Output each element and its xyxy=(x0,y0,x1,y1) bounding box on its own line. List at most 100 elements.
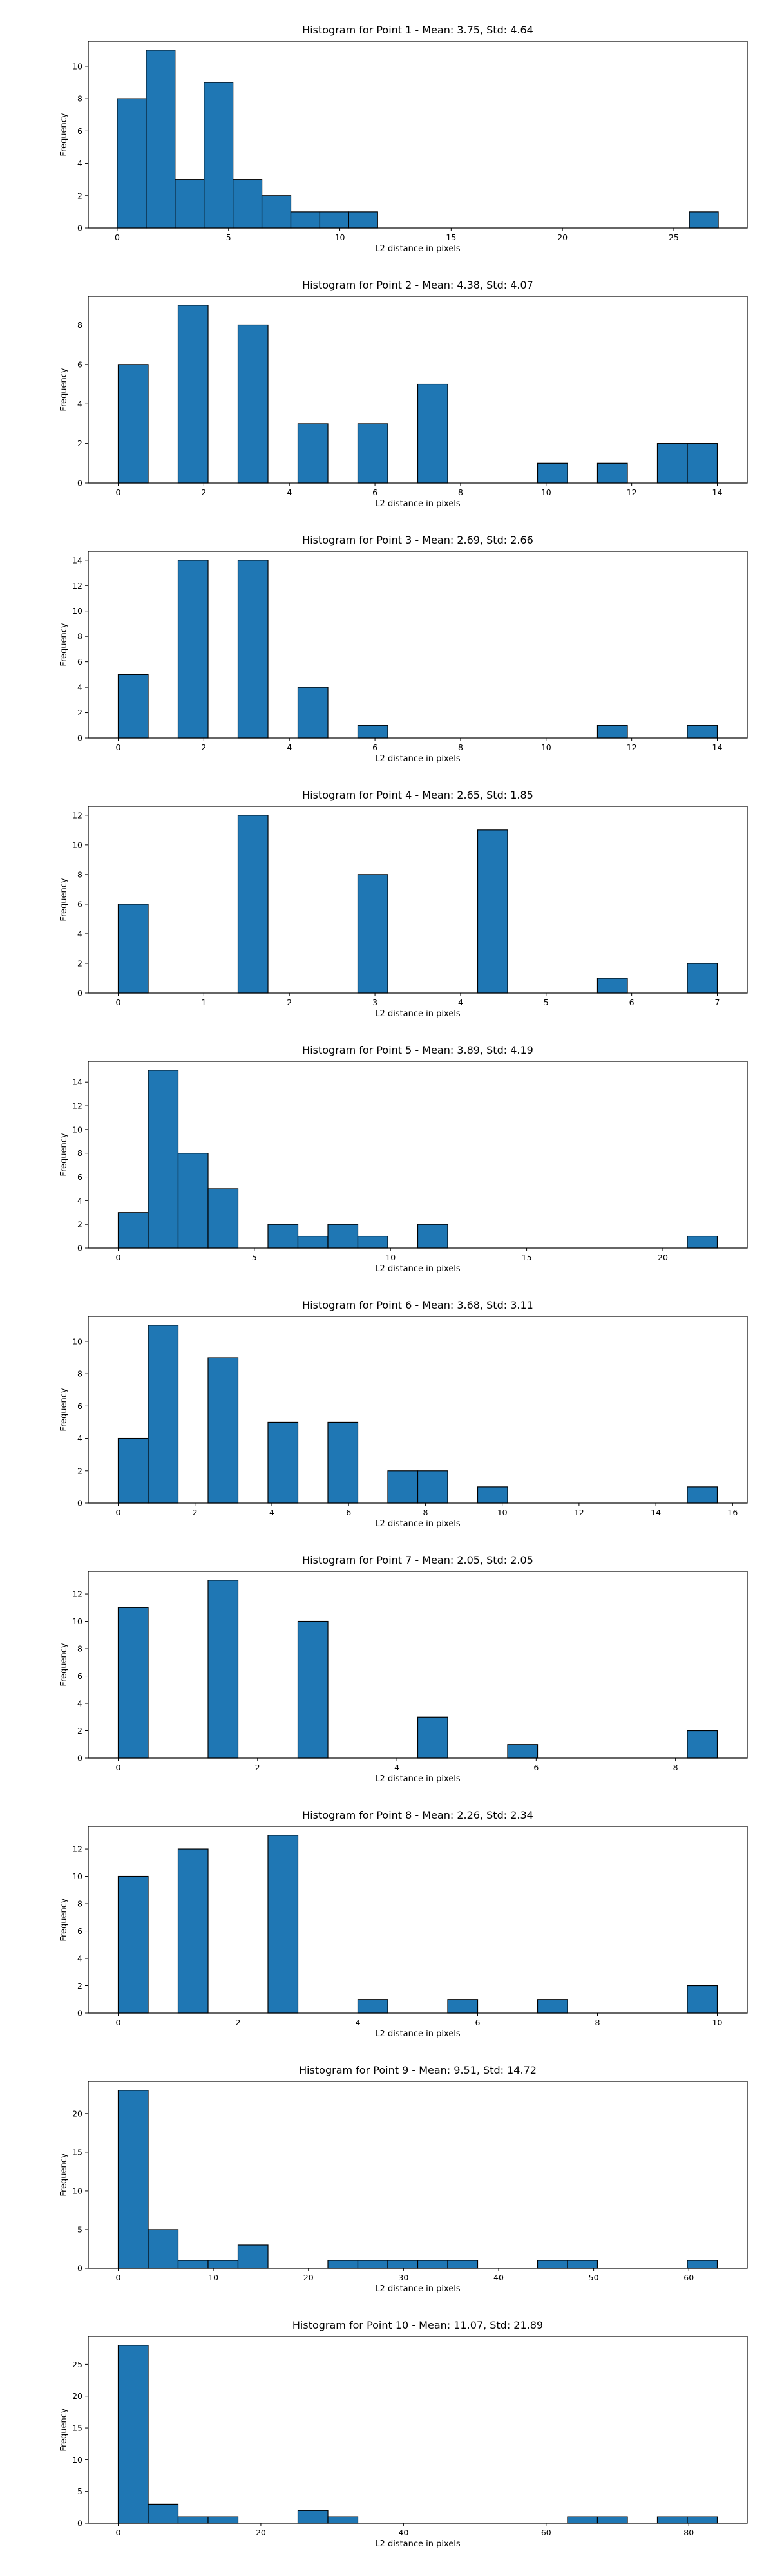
y-tick-label: 8 xyxy=(77,1369,82,1379)
y-tick-label: 15 xyxy=(72,2147,82,2157)
y-tick-label: 10 xyxy=(72,1336,82,1346)
x-tick-label: 0 xyxy=(116,1508,121,1517)
histogram-bar xyxy=(656,2516,688,2524)
x-tick-label: 40 xyxy=(493,2273,504,2282)
y-tick-label: 8 xyxy=(77,94,82,104)
x-tick-label: 40 xyxy=(398,2528,408,2537)
histogram-bar xyxy=(447,1999,479,2014)
histogram-bar xyxy=(207,1580,239,1759)
histogram-bar xyxy=(237,2244,269,2269)
y-tick-label: 6 xyxy=(77,1926,82,1936)
x-tick-label: 16 xyxy=(727,1508,738,1517)
y-tick-label: 10 xyxy=(72,1124,82,1134)
y-axis-label: Frequency xyxy=(59,878,69,921)
y-tick-label: 6 xyxy=(77,126,82,136)
x-tick-label: 12 xyxy=(627,743,637,752)
histogram-chart-4: Histogram for Point 4 - Mean: 2.65, Std:… xyxy=(59,789,748,1019)
histogram-bar xyxy=(297,2510,329,2524)
y-tick-label: 14 xyxy=(72,1077,82,1087)
chart-title: Histogram for Point 4 - Mean: 2.65, Std:… xyxy=(302,789,533,801)
histogram-bar xyxy=(687,1486,718,1504)
histogram-bar xyxy=(261,195,292,229)
histogram-chart-5: Histogram for Point 5 - Mean: 3.89, Std:… xyxy=(59,1044,748,1274)
histogram-chart-3: Histogram for Point 3 - Mean: 2.69, Std:… xyxy=(59,534,748,764)
chart-title: Histogram for Point 2 - Mean: 4.38, Std:… xyxy=(302,279,533,291)
histogram-bar xyxy=(177,560,209,739)
histogram-bar xyxy=(207,1188,239,1249)
plot-frame xyxy=(88,2336,748,2524)
x-tick-label: 20 xyxy=(256,2528,266,2537)
y-tick-label: 8 xyxy=(77,632,82,641)
histogram-bar xyxy=(148,2229,179,2269)
y-axis-label: Frequency xyxy=(59,1898,69,1941)
histogram-bar xyxy=(117,2090,149,2269)
y-tick-label: 8 xyxy=(77,1644,82,1654)
x-tick-label: 10 xyxy=(208,2273,218,2282)
histogram-bar xyxy=(537,462,568,484)
histogram-bar xyxy=(687,724,718,739)
y-tick-label: 6 xyxy=(77,657,82,667)
histogram-bar xyxy=(177,1848,209,2014)
x-tick-label: 4 xyxy=(356,2018,361,2027)
y-tick-label: 5 xyxy=(77,2486,82,2496)
y-tick-label: 0 xyxy=(77,1244,82,1253)
histogram-bar xyxy=(357,874,388,994)
plot-frame xyxy=(88,41,748,229)
x-tick-label: 10 xyxy=(385,1253,396,1262)
histogram-bar xyxy=(687,2516,718,2524)
histogram-chart-2: Histogram for Point 2 - Mean: 4.38, Std:… xyxy=(59,279,748,509)
y-tick-label: 10 xyxy=(72,606,82,616)
y-tick-label: 12 xyxy=(72,1589,82,1599)
chart-title: Histogram for Point 3 - Mean: 2.69, Std:… xyxy=(302,534,533,546)
y-tick-label: 0 xyxy=(77,2519,82,2528)
plot-frame xyxy=(88,2081,748,2269)
y-tick-label: 0 xyxy=(77,1754,82,1763)
histogram-bar xyxy=(237,324,269,484)
y-tick-label: 8 xyxy=(77,1148,82,1158)
y-tick-label: 4 xyxy=(77,1954,82,1964)
y-tick-label: 12 xyxy=(72,810,82,820)
histogram-bar xyxy=(148,1070,179,1249)
x-tick-label: 0 xyxy=(116,743,121,752)
histogram-bar xyxy=(327,1224,359,1249)
x-tick-label: 60 xyxy=(541,2528,551,2537)
x-tick-label: 6 xyxy=(475,2018,481,2027)
x-tick-label: 8 xyxy=(423,1508,428,1517)
x-tick-label: 20 xyxy=(658,1253,668,1262)
histogram-bar xyxy=(204,82,234,229)
y-tick-label: 8 xyxy=(77,869,82,879)
y-tick-label: 0 xyxy=(77,734,82,743)
histogram-chart-7: Histogram for Point 7 - Mean: 2.05, Std:… xyxy=(59,1554,748,1784)
histogram-bar xyxy=(207,2260,239,2269)
plot-frame xyxy=(88,1571,748,1759)
chart-title: Histogram for Point 5 - Mean: 3.89, Std:… xyxy=(302,1044,533,1056)
histogram-bar xyxy=(177,2260,209,2269)
histogram-bar xyxy=(117,1607,149,1759)
y-axis-label: Frequency xyxy=(59,113,69,156)
chart-title: Histogram for Point 7 - Mean: 2.05, Std:… xyxy=(302,1554,533,1566)
histogram-bar xyxy=(267,1421,299,1504)
x-tick-label: 8 xyxy=(458,743,463,752)
histogram-bar xyxy=(477,829,508,994)
x-tick-label: 2 xyxy=(255,1763,260,1772)
chart-title: Histogram for Point 10 - Mean: 11.07, St… xyxy=(292,2319,543,2331)
x-tick-label: 80 xyxy=(683,2528,694,2537)
chart-title: Histogram for Point 6 - Mean: 3.68, Std:… xyxy=(302,1299,533,1311)
histogram-bar xyxy=(537,1999,568,2014)
x-tick-label: 0 xyxy=(116,1253,121,1262)
plot-frame xyxy=(88,551,748,739)
histogram-bar xyxy=(687,963,718,994)
histogram-bar xyxy=(357,2260,388,2269)
y-tick-label: 0 xyxy=(77,478,82,488)
x-tick-label: 25 xyxy=(669,232,679,242)
x-tick-label: 5 xyxy=(544,998,549,1007)
x-tick-label: 4 xyxy=(394,1763,399,1772)
x-axis-label: L2 distance in pixels xyxy=(375,754,461,764)
y-tick-label: 15 xyxy=(72,2423,82,2433)
x-axis-label: L2 distance in pixels xyxy=(375,1519,461,1529)
y-tick-label: 4 xyxy=(77,399,82,409)
y-tick-label: 8 xyxy=(77,320,82,330)
histogram-bar xyxy=(177,305,209,484)
x-tick-label: 4 xyxy=(458,998,463,1007)
